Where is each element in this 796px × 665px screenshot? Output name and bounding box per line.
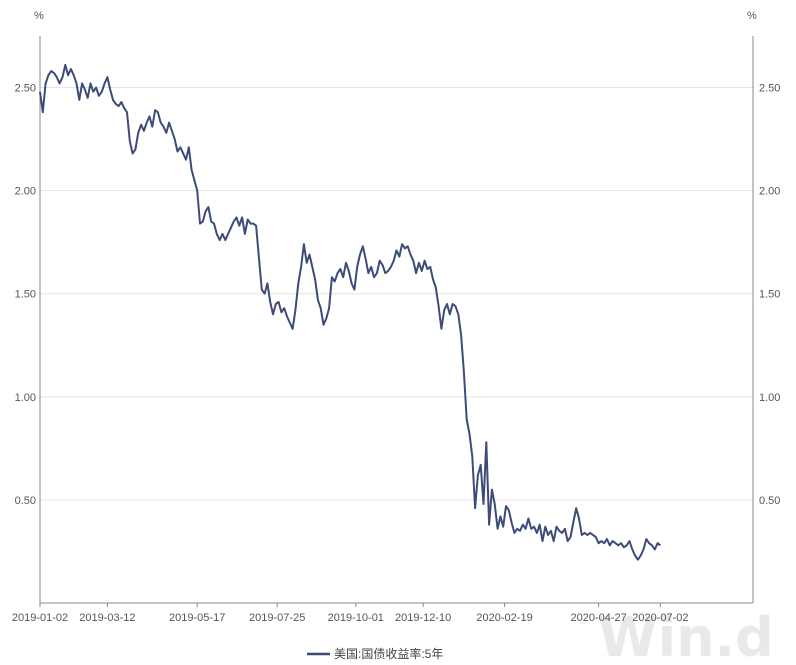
y-ticks-right: 0.50 1.00 1.50 2.00 2.50 <box>759 83 780 507</box>
series-line-5y-treasury-yield <box>39 63 661 561</box>
legend[interactable]: 美国:国债收益率:5年 <box>307 646 443 661</box>
y-tick-label-right: 2.50 <box>759 83 780 95</box>
gridlines <box>40 87 753 501</box>
legend-label: 美国:国债收益率:5年 <box>334 646 443 661</box>
x-tick-label: 2019-10-01 <box>328 612 384 624</box>
x-tick-label: 2020-07-02 <box>632 612 688 624</box>
y-tick-label-right: 1.00 <box>759 392 780 404</box>
x-tick-label: 2020-04-27 <box>570 612 626 624</box>
x-tick-label: 2019-12-10 <box>395 612 451 624</box>
x-tick-label: 2020-02-19 <box>476 612 532 624</box>
y-unit-right: % <box>747 10 757 22</box>
y-tick-label-right: 1.50 <box>759 289 780 301</box>
y-tick-label-left: 1.50 <box>15 289 36 301</box>
x-tick-label: 2019-03-12 <box>79 612 135 624</box>
y-tick-label-right: 2.00 <box>759 186 780 198</box>
y-tick-label-left: 0.50 <box>15 495 36 507</box>
watermark: Win.d <box>598 606 774 665</box>
y-tick-label-left: 1.00 <box>15 392 36 404</box>
y-tick-label-right: 0.50 <box>759 495 780 507</box>
y-unit-left: % <box>34 10 44 22</box>
x-tick-label: 2019-01-02 <box>12 612 68 624</box>
y-tick-label-left: 2.50 <box>15 83 36 95</box>
x-ticks: 2019-01-02 2019-03-12 2019-05-17 2019-07-25… <box>12 603 689 624</box>
y-tick-label-left: 2.00 <box>15 186 36 198</box>
y-ticks-left: 0.50 1.00 1.50 2.00 2.50 <box>15 83 36 507</box>
x-tick-label: 2019-07-25 <box>249 612 305 624</box>
x-tick-label: 2019-05-17 <box>169 612 225 624</box>
